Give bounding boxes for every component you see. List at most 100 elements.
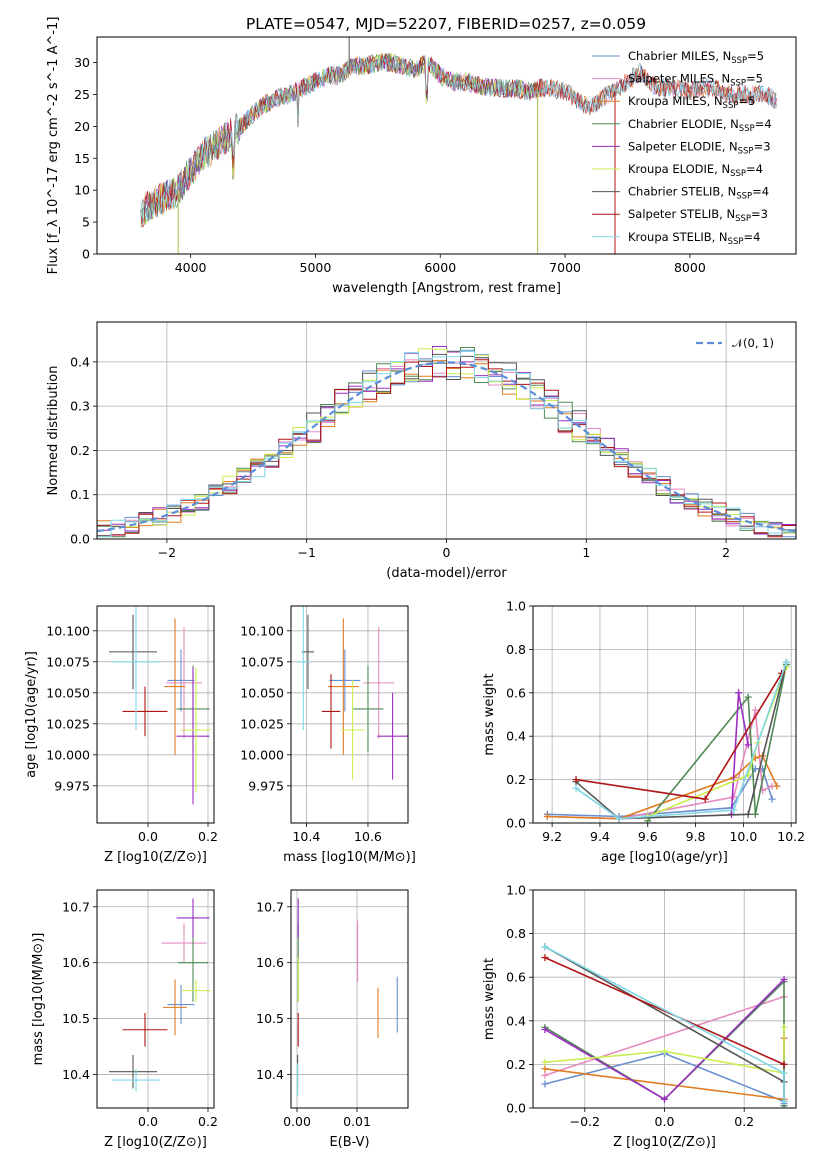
tick-label-y: 0.2 (506, 772, 526, 787)
weights-vs-age-frame (532, 605, 797, 824)
residuals-legend: 𝒩(0, 1) (696, 336, 774, 350)
tick-label-x: 1 (582, 545, 590, 560)
age-vs-mass-xlabel: mass [log10(M/M⊙)] (283, 850, 416, 865)
weights-vs-z-xlabel: Z [log10(Z/Z⊙)] (613, 1135, 716, 1150)
tick-label-x: 4000 (175, 260, 207, 275)
weight-marker (572, 776, 580, 784)
weight-series-line (544, 1027, 785, 1075)
tick-label-x: 0.01 (343, 1114, 371, 1129)
weight-marker (780, 975, 788, 983)
tick-label-y: 10.100 (46, 623, 90, 638)
age-vs-z-xlabel: Z [log10(Z/Z⊙)] (104, 850, 207, 865)
weight-marker (572, 784, 580, 792)
tick-label-y: 10 (74, 183, 90, 198)
mass-vs-z-plot-area (109, 898, 211, 1092)
mass-vs-z-panel: 0.0 0.2 10.4 10.5 10.6 10.7 Z [log10(Z/Z⊙)] mas… (31, 889, 218, 1150)
tick-label-y: 10.4 (62, 1067, 90, 1082)
weight-marker (615, 815, 623, 823)
tick-label-y: 10.5 (256, 1011, 284, 1026)
weight-marker (730, 793, 738, 801)
mass-vs-ebv-xlabel: E(B-V) (329, 1135, 369, 1150)
tick-label-y: 10.6 (256, 955, 284, 970)
panels: 4000 5000 6000 7000 8000051015202530waveleng… (24, 17, 805, 1150)
legend-subscript: SSP (731, 56, 747, 66)
legend-subscript: SSP (735, 214, 751, 224)
legend-entry: Kroupa ELODIE, NSSP=4 (628, 162, 763, 179)
tick-label-y: 20 (74, 119, 90, 134)
weight-marker (780, 1069, 788, 1077)
weight-marker (751, 810, 759, 818)
spectrum-xlabel: wavelength [Angstrom, rest frame] (332, 281, 561, 296)
tick-label-x: 2 (722, 545, 730, 560)
legend-entry: Salpeter ELODIE, NSSP=3 (628, 139, 771, 156)
spectrum-plot-area (140, 37, 777, 254)
figure-title: PLATE=0547, MJD=52207, FIBERID=0257, z=0… (246, 15, 646, 33)
weights-vs-z-frame (532, 889, 797, 1109)
age-vs-mass-plot-area (297, 606, 408, 780)
weight-marker (768, 795, 776, 803)
legend-count: =5 (738, 94, 755, 108)
legend-count: =3 (751, 207, 768, 221)
weight-marker (780, 1097, 788, 1105)
tick-label-x: 0.0 (655, 1114, 675, 1129)
residuals-frame (96, 321, 797, 540)
tick-label-y: 1.0 (506, 599, 526, 614)
weight-series-line (547, 710, 773, 820)
tick-label-x: 9.4 (590, 829, 610, 844)
legend-count: =5 (747, 49, 764, 63)
legend-subscript: SSP (736, 192, 752, 202)
mass-vs-z-xlabel: Z [log10(Z/Z⊙)] (104, 1135, 207, 1150)
tick-label-y: 0.4 (70, 354, 90, 369)
tick-label-y: 10.6 (62, 955, 90, 970)
spectrum-series-line (140, 52, 777, 228)
weight-marker (541, 954, 549, 962)
weight-marker (541, 1065, 549, 1073)
tick-label-y: 0.0 (506, 816, 526, 831)
tick-label-x: −0.2 (570, 1114, 600, 1129)
tick-label-y: 10.025 (240, 716, 284, 731)
tick-label-y: 0 (82, 247, 90, 262)
tick-label-y: 10.000 (240, 747, 284, 762)
mass-vs-z-ylabel: mass [log10(M/M⊙)] (31, 933, 46, 1066)
weight-marker (541, 1071, 549, 1079)
weight-marker (744, 810, 752, 818)
weights-vs-age-xlabel: age [log10(age/yr)] (601, 850, 728, 865)
tick-label-y: 0.3 (70, 399, 90, 414)
tick-label-y: 10.050 (46, 685, 90, 700)
residuals-plot-area (97, 346, 796, 539)
tick-label-x: 6000 (424, 260, 456, 275)
spectrum-series-line (140, 53, 777, 222)
tick-label-y: 0.8 (506, 642, 526, 657)
weight-marker (773, 782, 781, 790)
legend-count: =4 (752, 185, 769, 199)
tick-label-y: 0.4 (506, 729, 526, 744)
mass-vs-z-frame (96, 889, 215, 1109)
tick-label-y: 0.4 (506, 1013, 526, 1028)
tick-label-x: 8000 (674, 260, 706, 275)
weight-series-line (575, 662, 788, 820)
tick-label-y: 0.6 (506, 685, 526, 700)
weight-marker (782, 658, 790, 666)
tick-label-x: 0.0 (138, 829, 158, 844)
tick-label-y: 30 (74, 55, 90, 70)
weight-series-line (544, 996, 785, 1077)
legend-count: =4 (746, 162, 763, 176)
age-vs-z-plot-area (109, 606, 211, 805)
weight-marker (661, 1095, 668, 1103)
legend-entry: Chabrier STELIB, NSSP=4 (628, 185, 769, 202)
tick-label-x: 0.0 (138, 1114, 158, 1129)
tick-label-y: 10.000 (46, 747, 90, 762)
tick-label-y: 10.4 (256, 1067, 284, 1082)
tick-label-y: 0.0 (70, 532, 90, 547)
tick-label-y: 0.2 (70, 443, 90, 458)
tick-label-y: 10.025 (46, 716, 90, 731)
weights-vs-age-panel: 9.2 9.4 9.6 9.8 10.0 10.2 0.0 0.2 0.4 0.6 0.8 1.0 ag… (482, 599, 805, 866)
legend-subscript: SSP (739, 124, 755, 134)
weights-vs-age-plot-area (543, 658, 790, 823)
tick-label-x: 0.2 (734, 1114, 754, 1129)
mass-vs-ebv-panel: 0.00 0.01 10.4 10.5 10.6 10.7 E(B-V) (256, 889, 409, 1150)
weight-marker (735, 689, 743, 697)
legend-subscript: SSP (728, 237, 744, 247)
tick-label-x: −2 (158, 545, 176, 560)
